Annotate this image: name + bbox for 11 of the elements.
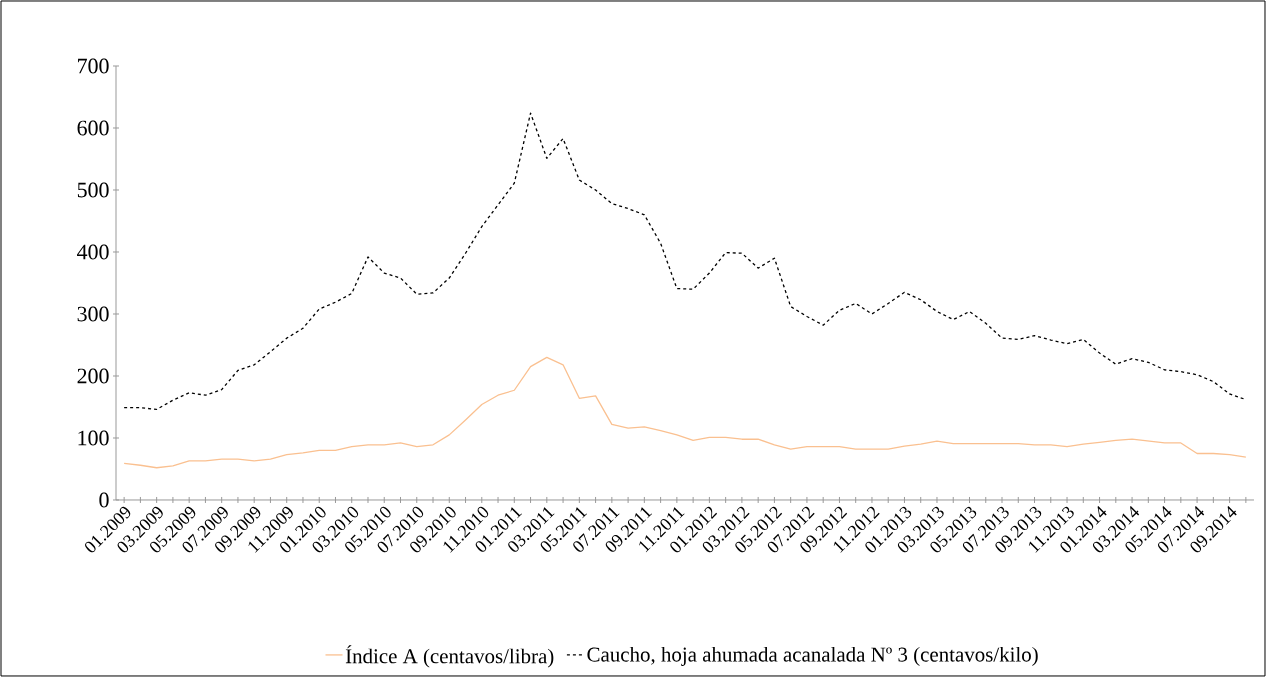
legend-label: Caucho, hoja ahumada acanalada Nº 3 (centavos/kilo) <box>587 646 1038 666</box>
legend-label: Índice A (centavos/libra) <box>345 645 554 668</box>
y-tick-label: 200 <box>77 368 109 384</box>
y-tick-label: 600 <box>77 120 109 136</box>
line-series <box>123 112 1247 411</box>
y-tick-label: 500 <box>77 182 109 198</box>
y-tick-label: 100 <box>78 430 109 446</box>
y-tick-label: 400 <box>77 244 109 260</box>
y-tick-label: 0 <box>99 492 109 508</box>
y-tick-label: 300 <box>77 306 109 322</box>
y-tick-label: 700 <box>78 58 109 74</box>
